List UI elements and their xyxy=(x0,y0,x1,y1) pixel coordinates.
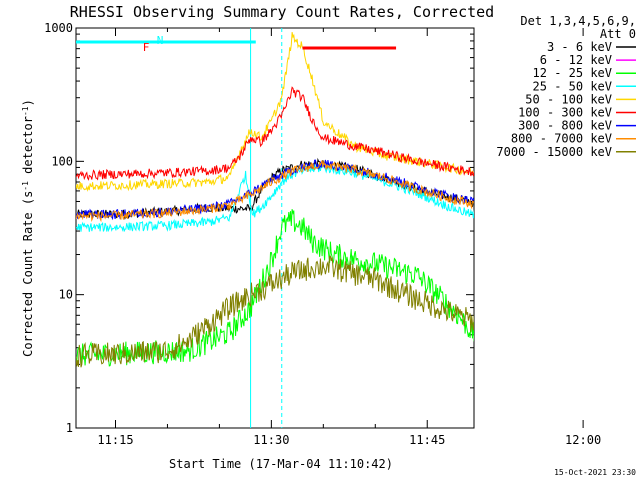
legend-label-2: 12 - 25 keV xyxy=(533,66,612,80)
y-tick-label-0: 1 xyxy=(66,421,73,435)
y-tick-label-1: 10 xyxy=(59,288,73,302)
chart-title: RHESSI Observing Summary Count Rates, Co… xyxy=(70,3,494,21)
plot-area: 11:1511:3011:4512:0012:1512:3012:4511010… xyxy=(44,21,640,447)
timestamp: 15-Oct-2021 23:30 xyxy=(554,468,636,477)
x-axis-label: Start Time (17-Mar-04 11:10:42) xyxy=(169,457,393,471)
flag-label-n: N xyxy=(157,34,164,47)
legend-label-0: 3 - 6 keV xyxy=(547,40,612,54)
y-axis-label-main: Corrected Count Rate (s xyxy=(21,191,35,357)
y-axis-label: Corrected Count Rate (s-1 detector-1) xyxy=(21,99,35,357)
legend-label-8: 7000 - 15000 keV xyxy=(496,145,612,159)
y-tick-label-3: 1000 xyxy=(44,21,73,35)
series-line-5 xyxy=(76,86,474,181)
y-tick-label-2: 100 xyxy=(51,154,73,168)
flag-label-f: F xyxy=(143,41,150,54)
legend-label-4: 50 - 100 keV xyxy=(525,92,612,106)
legend-header-2: Att 0 xyxy=(600,27,636,41)
legend-label-5: 100 - 300 keV xyxy=(518,106,612,120)
legend-label-6: 300 - 800 keV xyxy=(518,119,612,133)
legend-header-1: Det 1,3,4,5,6,9, xyxy=(520,14,636,28)
series-line-7 xyxy=(76,160,474,223)
legend-label-1: 6 - 12 keV xyxy=(540,53,612,67)
plot-traces xyxy=(76,28,640,428)
series-line-6 xyxy=(76,159,474,221)
x-tick-label-2: 11:45 xyxy=(409,433,445,447)
x-tick-label-0: 11:15 xyxy=(97,433,133,447)
series-line-4 xyxy=(76,32,474,192)
y-axis-label-sup1: -1 xyxy=(21,181,30,191)
legend-label-7: 800 - 7000 keV xyxy=(511,132,612,146)
y-axis-label-end: ) xyxy=(21,99,35,106)
series-line-8 xyxy=(76,255,474,368)
series-line-2 xyxy=(76,209,474,367)
legend-label-3: 25 - 50 keV xyxy=(533,79,612,93)
series-line-1 xyxy=(562,165,640,303)
x-tick-label-1: 11:30 xyxy=(253,433,289,447)
series-line-3 xyxy=(76,163,474,233)
x-tick-label-3: 12:00 xyxy=(565,433,601,447)
y-axis-label-mid: detector xyxy=(21,116,35,181)
y-axis-label-sup2: -1 xyxy=(21,106,30,116)
